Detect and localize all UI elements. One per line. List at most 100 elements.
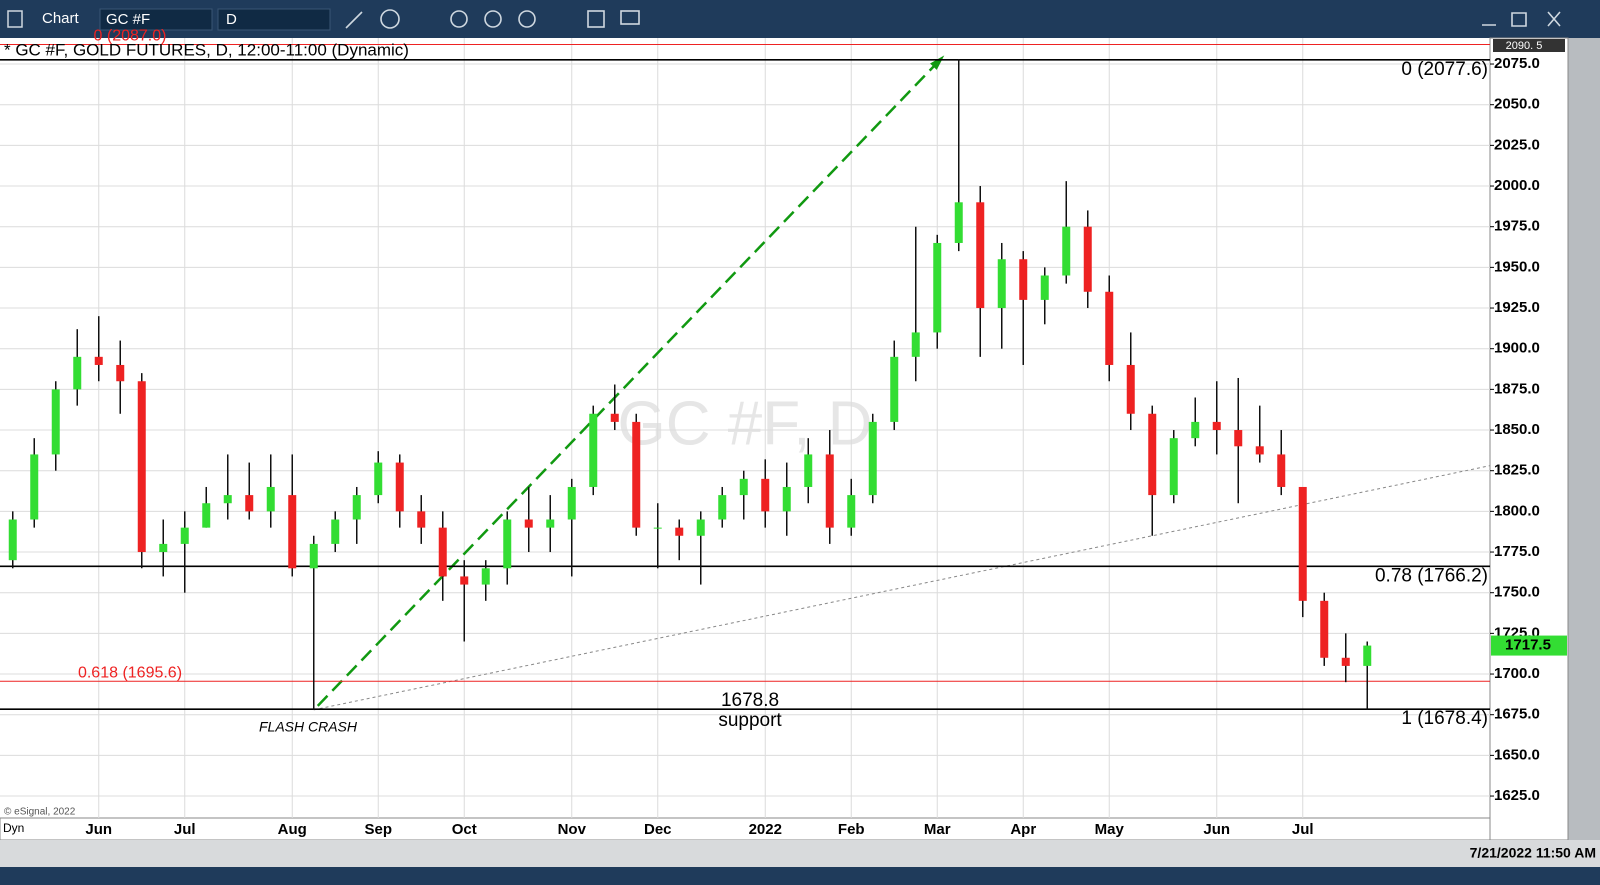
- y-tick-label: 1875.0: [1494, 380, 1540, 397]
- candle-body: [1255, 446, 1264, 455]
- x-tick-label: Apr: [1010, 821, 1036, 838]
- level-label: 0 (2077.6): [1401, 59, 1488, 80]
- datetime: 7/21/2022 11:50 AM: [1470, 845, 1596, 861]
- candle-body: [116, 364, 125, 382]
- time-axis: [0, 817, 1491, 841]
- status-bar: [0, 840, 1600, 867]
- y-tick-label: 1675.0: [1494, 706, 1540, 723]
- candle-body: [309, 543, 318, 569]
- candle-body: [589, 413, 598, 487]
- candle-body: [653, 527, 662, 529]
- candle-body: [1126, 364, 1135, 414]
- y-tick-label: 2025.0: [1494, 136, 1540, 153]
- candle-body: [395, 462, 404, 512]
- plot-area: [0, 38, 1490, 818]
- plot: [0, 38, 1494, 818]
- x-tick-label: Jun: [1203, 821, 1230, 838]
- scale-marker-box: [1493, 39, 1565, 52]
- candle-body: [245, 495, 254, 512]
- candle-body: [374, 462, 383, 496]
- candle-body: [51, 389, 60, 455]
- level-label: 1 (1678.4): [1401, 708, 1488, 729]
- x-tick-label: Jul: [1292, 821, 1314, 838]
- candle-body: [180, 527, 189, 544]
- candle-body: [1191, 421, 1200, 439]
- annotation: support: [718, 710, 782, 731]
- candle-body: [847, 495, 856, 528]
- candle-body: [137, 381, 146, 553]
- candle-body: [997, 259, 1006, 309]
- x-tick-label: Sep: [364, 821, 392, 838]
- y-tick-label: 1800.0: [1494, 502, 1540, 519]
- candle-body: [782, 486, 791, 512]
- y-tick-label: 1925.0: [1494, 299, 1540, 316]
- candle-body: [911, 332, 920, 357]
- y-tick-label: 2075.0: [1494, 55, 1540, 72]
- mode[interactable]: Dyn: [3, 821, 24, 835]
- candle-body: [804, 454, 813, 487]
- arrow-line: [316, 60, 940, 707]
- symbol-box[interactable]: [99, 8, 213, 31]
- level-label: 0 (2087.0): [94, 28, 167, 45]
- last-price: 1717.5: [1505, 637, 1551, 654]
- candle-body: [481, 568, 490, 585]
- window-controls[interactable]: [1482, 11, 1561, 27]
- x-tick-label: Jun: [85, 821, 112, 838]
- comment-icon[interactable]: [620, 10, 640, 25]
- y-tick-label: 1900.0: [1494, 340, 1540, 357]
- a-icon[interactable]: [518, 10, 536, 28]
- last-price-box: [1491, 635, 1567, 656]
- window-title: Chart: [42, 10, 80, 27]
- x-tick-label: May: [1095, 821, 1125, 838]
- x-tick-label: 2022: [749, 821, 782, 838]
- candle-body: [94, 356, 103, 365]
- candle-body: [30, 454, 39, 520]
- note-icon[interactable]: [587, 10, 605, 28]
- t-icon[interactable]: [484, 10, 502, 28]
- candle-body: [610, 413, 619, 422]
- candle-body: [1105, 291, 1114, 365]
- y-tick-label: 1825.0: [1494, 462, 1540, 479]
- toolbar-icons[interactable]: [345, 9, 1561, 29]
- level-label: 0.78 (1766.2): [1375, 565, 1488, 586]
- candle-body: [1234, 430, 1243, 447]
- x-tick-label: Feb: [838, 821, 865, 838]
- candle-body: [159, 543, 168, 553]
- chart-title: * GC #F, GOLD FUTURES, D, 12:00-11:00 (D…: [4, 40, 409, 59]
- interval[interactable]: D: [226, 11, 237, 28]
- candle-body: [1363, 645, 1372, 666]
- x-tick-label: Nov: [558, 821, 587, 838]
- x-tick-label: Jul: [174, 821, 196, 838]
- draw-icon[interactable]: [345, 11, 363, 29]
- x-tick-label: Dec: [644, 821, 672, 838]
- candle-body: [73, 356, 82, 390]
- candle-body: [1083, 226, 1092, 292]
- candle-body: [1298, 486, 1307, 601]
- candle-body: [1212, 421, 1221, 431]
- interval-box[interactable]: [217, 8, 331, 31]
- y-tick-label: 1750.0: [1494, 584, 1540, 601]
- candle-body: [266, 486, 275, 512]
- candle-body: [825, 454, 834, 528]
- y-tick-label: 2050.0: [1494, 96, 1540, 113]
- candle-body: [1040, 275, 1049, 300]
- candle-body: [954, 202, 963, 243]
- candle-body: [8, 519, 17, 561]
- study-icon[interactable]: [380, 9, 400, 29]
- scale-marker: 2090. 5: [1506, 40, 1543, 52]
- candle-body: [1169, 438, 1178, 496]
- candle-body: [524, 519, 533, 528]
- candle-body: [417, 511, 426, 528]
- candle-body: [632, 421, 641, 528]
- candle-body: [202, 503, 211, 528]
- y-tick-label: 1775.0: [1494, 543, 1540, 560]
- y-tick-label: 1950.0: [1494, 258, 1540, 275]
- symbol[interactable]: GC #F: [106, 11, 150, 28]
- b-icon[interactable]: [450, 10, 468, 28]
- annotation: 1678.8: [721, 690, 779, 711]
- candle-body: [352, 495, 361, 520]
- candle-body: [739, 478, 748, 496]
- candle-body: [890, 356, 899, 422]
- y-tick-label: 2000.0: [1494, 177, 1540, 194]
- trend-line: [313, 465, 1491, 711]
